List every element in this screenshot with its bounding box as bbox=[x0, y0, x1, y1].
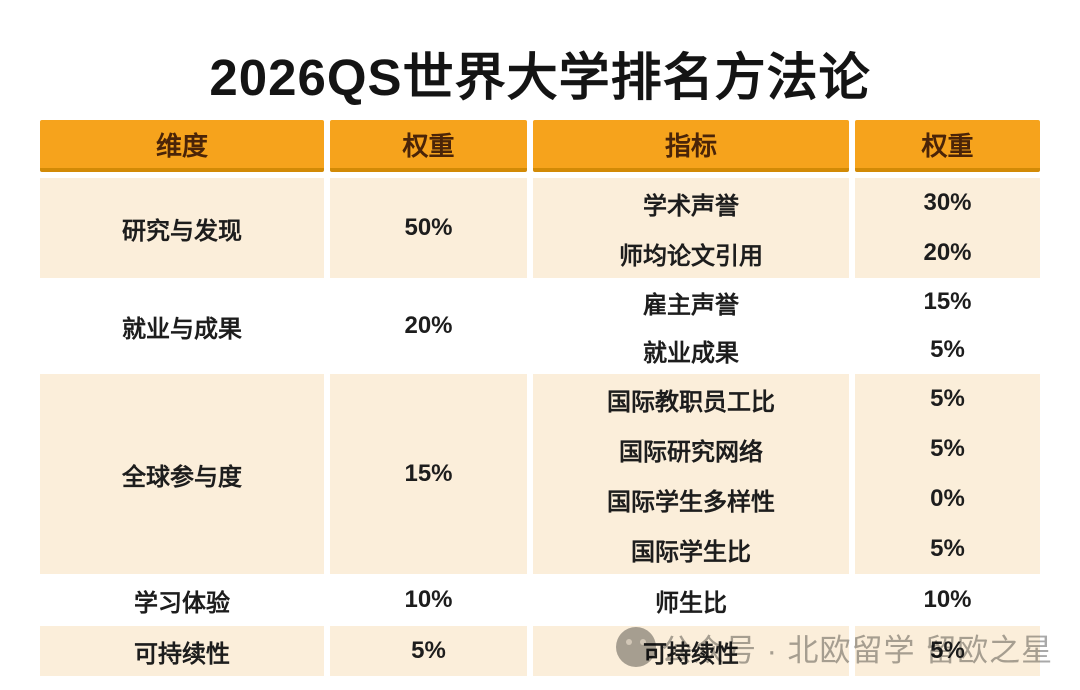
table-header-row: 维度 权重 指标 权重 bbox=[40, 120, 1040, 172]
indicator-name: 师均论文引用 bbox=[619, 242, 763, 270]
indicator-name-cells: 国际教职员工比 国际研究网络 国际学生多样性 国际学生比 bbox=[533, 374, 849, 574]
dimension-name: 学习体验 bbox=[134, 589, 230, 617]
indicator-name: 国际教职员工比 bbox=[607, 388, 775, 416]
column-header-indicator-weight: 权重 bbox=[855, 120, 1040, 172]
table-row-group-learning: 学习体验 10% 师生比 10% bbox=[40, 574, 1040, 626]
dimension-weight: 50% bbox=[404, 214, 453, 241]
table-row-group-sustainability: 可持续性 5% 可持续性 5% bbox=[40, 626, 1040, 676]
dimension-name: 可持续性 bbox=[134, 640, 230, 668]
dimension-weight: 15% bbox=[404, 460, 453, 487]
page-title: 2026QS世界大学排名方法论 bbox=[209, 49, 871, 106]
table-row-group-global: 全球参与度 15% 国际教职员工比 国际研究网络 国际学生多样性 国际学生比 5… bbox=[40, 374, 1040, 574]
indicator-weight: 10% bbox=[923, 586, 972, 613]
dimension-name: 全球参与度 bbox=[122, 463, 242, 491]
column-header-dimension: 维度 bbox=[40, 120, 324, 172]
column-header-dimension-weight: 权重 bbox=[330, 120, 527, 172]
indicator-weight: 5% bbox=[930, 336, 965, 363]
indicator-name: 就业成果 bbox=[643, 339, 739, 367]
indicator-name: 国际学生比 bbox=[631, 538, 751, 566]
indicator-weight: 15% bbox=[923, 288, 972, 315]
indicator-weight: 5% bbox=[930, 385, 965, 412]
indicator-weight: 5% bbox=[930, 435, 965, 462]
dimension-weight: 5% bbox=[411, 637, 446, 664]
indicator-weight: 5% bbox=[930, 535, 965, 562]
column-header-indicator: 指标 bbox=[533, 120, 849, 172]
methodology-table: 维度 权重 指标 权重 研究与发现 50% 学术声誉 师均论文引用 30% 20… bbox=[40, 120, 1040, 676]
indicator-name-cells: 雇主声誉 就业成果 bbox=[533, 278, 849, 374]
indicator-weight-cells: 5% bbox=[855, 626, 1040, 676]
indicator-name: 可持续性 bbox=[643, 640, 739, 668]
indicator-name: 雇主声誉 bbox=[643, 291, 739, 319]
indicator-weight: 20% bbox=[923, 239, 972, 266]
indicator-name: 国际研究网络 bbox=[619, 438, 763, 466]
indicator-weight-cells: 10% bbox=[855, 574, 1040, 626]
dimension-name: 研究与发现 bbox=[122, 217, 242, 245]
indicator-name: 学术声誉 bbox=[643, 192, 739, 220]
indicator-name: 师生比 bbox=[655, 589, 727, 617]
indicator-weight: 0% bbox=[930, 485, 965, 512]
indicator-name-cells: 可持续性 bbox=[533, 626, 849, 676]
dimension-name: 就业与成果 bbox=[122, 315, 242, 343]
dimension-weight: 10% bbox=[404, 586, 453, 613]
indicator-name: 国际学生多样性 bbox=[607, 488, 775, 516]
table-row-group-employment: 就业与成果 20% 雇主声誉 就业成果 15% 5% bbox=[40, 278, 1040, 374]
indicator-weight: 30% bbox=[923, 189, 972, 216]
indicator-name-cells: 学术声誉 师均论文引用 bbox=[533, 178, 849, 278]
indicator-name-cells: 师生比 bbox=[533, 574, 849, 626]
table-row-group-research: 研究与发现 50% 学术声誉 师均论文引用 30% 20% bbox=[40, 178, 1040, 278]
indicator-weight-cells: 30% 20% bbox=[855, 178, 1040, 278]
indicator-weight-cells: 15% 5% bbox=[855, 278, 1040, 374]
indicator-weight: 5% bbox=[930, 637, 965, 664]
indicator-weight-cells: 5% 5% 0% 5% bbox=[855, 374, 1040, 574]
dimension-weight: 20% bbox=[404, 312, 453, 339]
